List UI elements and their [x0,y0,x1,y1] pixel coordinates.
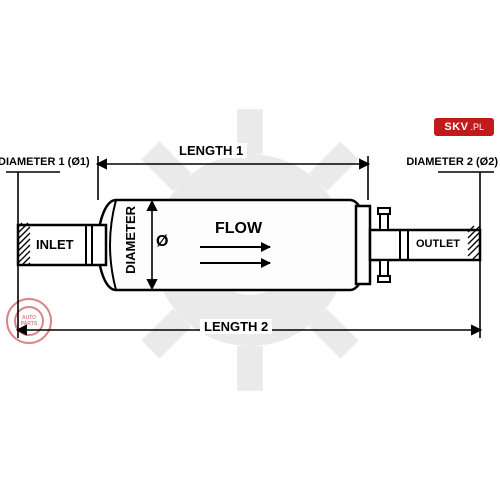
flow-arrow-icon [200,246,270,248]
label-length2: LENGTH 2 [200,319,272,334]
label-outlet: OUTLET [416,238,460,250]
flow-arrow-icon [200,262,270,264]
label-flow: FLOW [215,220,262,238]
label-diameter1: DIAMETER 1 (Ø1) [0,156,90,168]
label-diameter-symbol: Ø [156,233,168,251]
dim-length1 [98,156,368,200]
label-diameter: DIAMETER [123,206,138,274]
pump-body [98,200,370,290]
dim-diameter2 [438,172,494,230]
pump-diagram: LENGTH 1 LENGTH 2 DIAMETER Ø DIAMETER 1 … [0,130,500,370]
label-diameter2: DIAMETER 2 (Ø2) [406,156,498,168]
label-inlet: INLET [36,237,74,252]
label-length1: LENGTH 1 [175,143,247,158]
dim-diameter1 [6,172,60,225]
